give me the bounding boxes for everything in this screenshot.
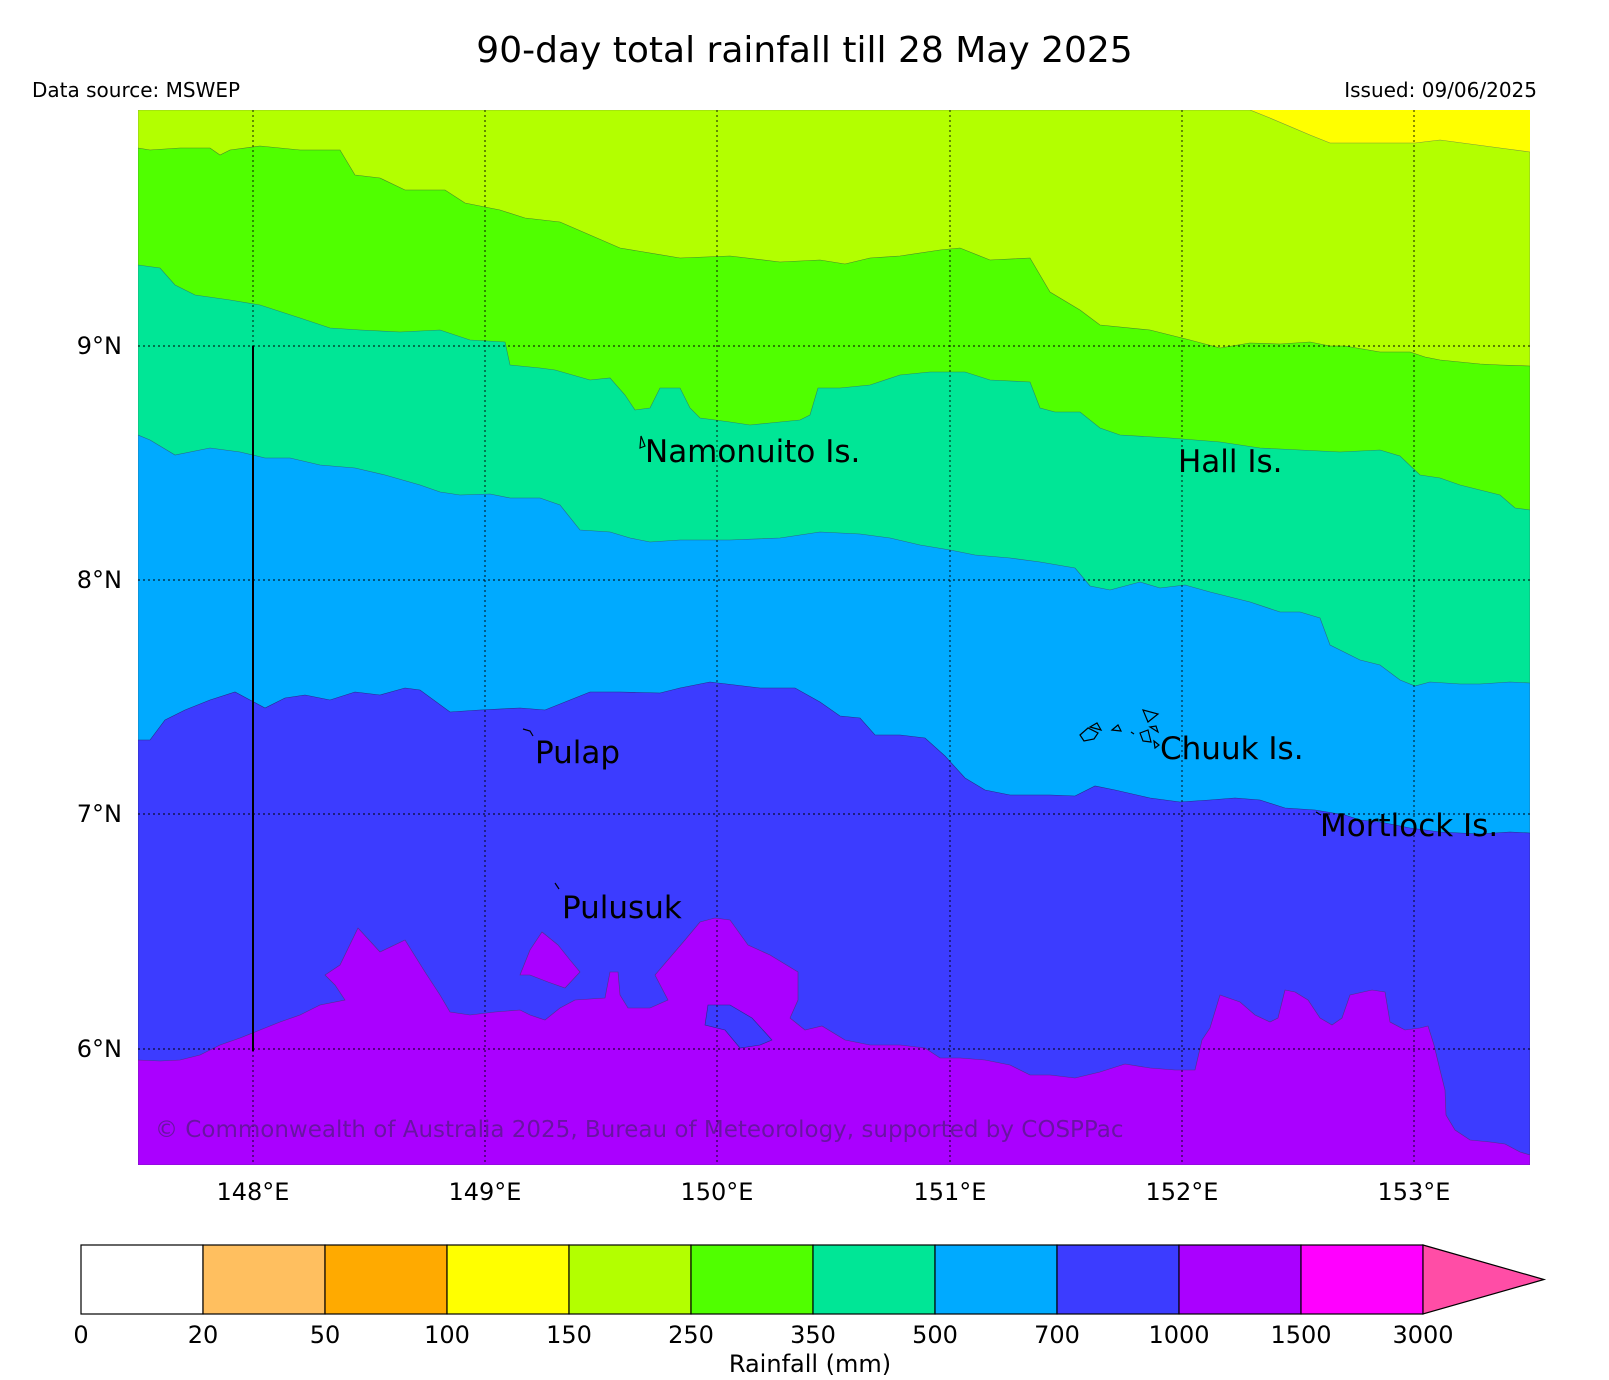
colorbar-tick-label: 1000 — [1148, 1321, 1209, 1349]
lat-tick-6: 6°N — [77, 1035, 122, 1063]
colorbar-cell — [202, 1244, 326, 1315]
mortlock-outline — [1315, 811, 1322, 816]
colorbar-tick-label: 20 — [188, 1321, 219, 1349]
lon-tick-152: 152°E — [1146, 1178, 1219, 1206]
lon-tick-150: 150°E — [681, 1178, 754, 1206]
namonuito-outline — [639, 435, 646, 449]
map-title: 90-day total rainfall till 28 May 2025 — [476, 30, 1133, 71]
lat-tick-7: 7°N — [77, 800, 122, 828]
place-label-hall: Hall Is. — [1178, 444, 1283, 480]
colorbar-cell — [1178, 1244, 1302, 1315]
colorbar-cell — [934, 1244, 1058, 1315]
issued-date: Issued: 09/06/2025 — [1344, 78, 1537, 102]
pulusuk-outline — [554, 882, 560, 890]
colorbar-tick-label: 700 — [1034, 1321, 1080, 1349]
place-label-pulap: Pulap — [535, 735, 620, 771]
colorbar-cell — [690, 1244, 814, 1315]
place-label-chuuk: Chuuk Is. — [1160, 731, 1304, 767]
place-label-namonuito: Namonuito Is. — [645, 434, 860, 470]
chuuk-island-2 — [1088, 722, 1103, 731]
lon-tick-151: 151°E — [914, 1178, 987, 1206]
pulap-outline — [522, 728, 534, 737]
colorbar-cell — [812, 1244, 936, 1315]
chuuk-island-5 — [1139, 729, 1152, 743]
chuuk-island-3 — [1110, 724, 1123, 732]
colorbar-tick-label: 0 — [73, 1321, 88, 1349]
colorbar-tick-label: 500 — [912, 1321, 958, 1349]
colorbar-cell — [446, 1244, 570, 1315]
chuuk-island-8 — [1130, 731, 1135, 735]
colorbar-tick-label: 50 — [310, 1321, 341, 1349]
lat-tick-8: 8°N — [77, 566, 122, 594]
data-source: Data source: MSWEP — [32, 78, 241, 102]
lon-tick-148: 148°E — [217, 1178, 290, 1206]
colorbar-tick-label: 150 — [546, 1321, 592, 1349]
chuuk-island-1 — [1079, 727, 1099, 742]
colorbar-cell — [1056, 1244, 1180, 1315]
graticule — [138, 110, 1530, 1165]
colorbar-tick-label: 100 — [424, 1321, 470, 1349]
place-label-pulusuk: Pulusuk — [562, 890, 682, 926]
colorbar-cell — [1300, 1244, 1424, 1315]
colorbar-cell — [324, 1244, 448, 1315]
colorbar-cell — [568, 1244, 692, 1315]
place-label-mortlock: Mortlock Is. — [1320, 808, 1498, 844]
copyright-notice: © Commonwealth of Australia 2025, Bureau… — [155, 1117, 1124, 1143]
colorbar-tick-label: 250 — [668, 1321, 714, 1349]
chuuk-island-4 — [1141, 709, 1160, 723]
colorbar-tick-label: 1500 — [1270, 1321, 1331, 1349]
band-1000-1500-patch — [519, 931, 581, 989]
colorbar: 0 20 50 100 150 250 350 500 700 1000 1500 3000 Rain… — [73, 1244, 1547, 1378]
colorbar-cell — [80, 1244, 204, 1315]
colorbar-extension-arrow — [1422, 1244, 1547, 1315]
chuuk-island-7 — [1153, 739, 1160, 750]
lon-tick-153: 153°E — [1378, 1178, 1451, 1206]
island-outlines — [522, 435, 1322, 890]
chuuk-island-6 — [1148, 725, 1160, 734]
lon-tick-149: 149°E — [449, 1178, 522, 1206]
band-1000-1500 — [138, 917, 1530, 1165]
colorbar-tick-label: 350 — [790, 1321, 836, 1349]
band-700-1000-hole — [704, 1004, 773, 1049]
colorbar-title: Rainfall (mm) — [729, 1350, 891, 1378]
rainfall-bands — [138, 110, 1530, 1165]
colorbar-tick-label: 3000 — [1392, 1321, 1453, 1349]
lat-tick-9: 9°N — [77, 332, 122, 360]
